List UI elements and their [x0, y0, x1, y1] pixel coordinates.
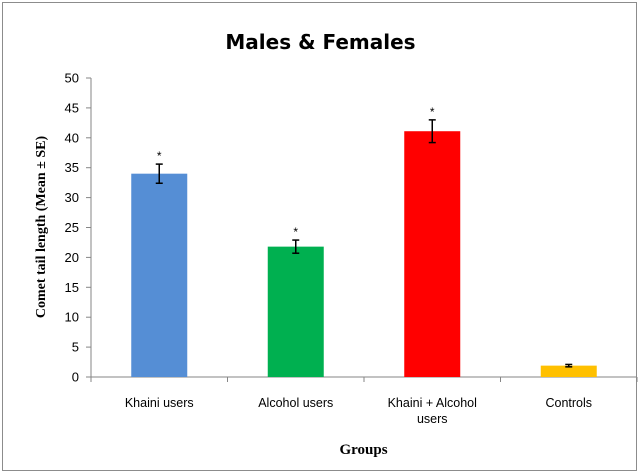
- y-tick-label: 40: [65, 130, 79, 145]
- x-tick-label: Controls: [545, 396, 592, 410]
- bar: [404, 131, 461, 377]
- y-tick-label: 35: [65, 160, 79, 175]
- chart-frame: [2, 2, 637, 471]
- x-tick-label: Alcohol users: [258, 396, 333, 410]
- bar: [540, 365, 597, 377]
- x-tick-label-line: Controls: [545, 396, 592, 410]
- y-tick-label: 15: [65, 280, 79, 295]
- x-tick-label-line: Alcohol users: [258, 396, 333, 410]
- chart-title: Males & Females: [225, 30, 416, 54]
- x-tick-label-line: Khaini users: [125, 396, 194, 410]
- x-axis-label: Groups: [339, 442, 388, 458]
- y-tick-label: 5: [72, 340, 79, 355]
- bar: [267, 246, 324, 377]
- x-tick-label-line: Khaini + Alcohol: [388, 396, 477, 410]
- significance-marker: *: [430, 105, 435, 119]
- x-tick-label-line: users: [417, 412, 448, 426]
- y-tick-label: 10: [65, 310, 79, 325]
- y-tick-label: 45: [65, 100, 79, 115]
- y-tick-label: 50: [65, 71, 79, 86]
- y-tick-label: 25: [65, 220, 79, 235]
- significance-marker: *: [293, 225, 298, 239]
- bar: [131, 173, 188, 377]
- significance-marker: *: [157, 149, 162, 163]
- x-tick-label: Khaini users: [125, 396, 194, 410]
- y-tick-label: 0: [72, 370, 79, 385]
- y-tick-label: 20: [65, 250, 79, 265]
- y-tick-label: 30: [65, 190, 79, 205]
- x-tick-label: Khaini + Alcohol users: [388, 396, 477, 426]
